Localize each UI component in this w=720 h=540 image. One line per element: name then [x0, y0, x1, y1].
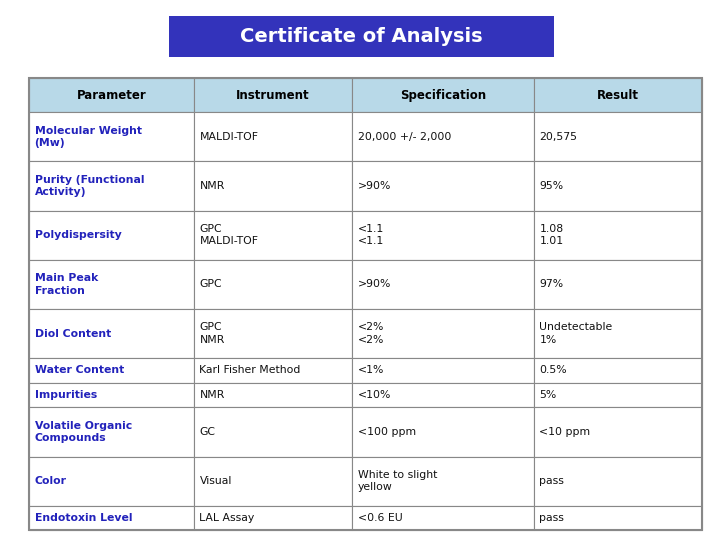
- FancyBboxPatch shape: [29, 358, 194, 383]
- Text: >90%: >90%: [358, 279, 391, 289]
- FancyBboxPatch shape: [29, 383, 194, 407]
- Text: Molecular Weight
(Mw): Molecular Weight (Mw): [35, 126, 142, 148]
- FancyBboxPatch shape: [352, 456, 534, 505]
- FancyBboxPatch shape: [29, 211, 194, 260]
- FancyBboxPatch shape: [352, 505, 534, 530]
- Text: GPC
MALDI-TOF: GPC MALDI-TOF: [199, 224, 258, 246]
- Text: GPC: GPC: [199, 279, 222, 289]
- Text: LAL Assay: LAL Assay: [199, 513, 255, 523]
- Text: <10 ppm: <10 ppm: [539, 427, 590, 437]
- Text: <0.6 EU: <0.6 EU: [358, 513, 402, 523]
- FancyBboxPatch shape: [194, 309, 352, 358]
- Text: Undetectable
1%: Undetectable 1%: [539, 322, 613, 345]
- Text: <2%
<2%: <2% <2%: [358, 322, 384, 345]
- Text: GC: GC: [199, 427, 215, 437]
- Text: Water Content: Water Content: [35, 366, 124, 375]
- Text: 20,000 +/- 2,000: 20,000 +/- 2,000: [358, 132, 451, 142]
- FancyBboxPatch shape: [194, 407, 352, 456]
- FancyBboxPatch shape: [352, 260, 534, 309]
- FancyBboxPatch shape: [352, 383, 534, 407]
- FancyBboxPatch shape: [534, 161, 702, 211]
- Text: Karl Fisher Method: Karl Fisher Method: [199, 366, 301, 375]
- Text: Specification: Specification: [400, 89, 486, 102]
- Text: 97%: 97%: [539, 279, 564, 289]
- Text: 1.08
1.01: 1.08 1.01: [539, 224, 564, 246]
- Text: White to slight
yellow: White to slight yellow: [358, 470, 437, 492]
- FancyBboxPatch shape: [29, 112, 194, 161]
- Text: Volatile Organic
Compounds: Volatile Organic Compounds: [35, 421, 132, 443]
- FancyBboxPatch shape: [194, 211, 352, 260]
- FancyBboxPatch shape: [352, 358, 534, 383]
- Text: 20,575: 20,575: [539, 132, 577, 142]
- FancyBboxPatch shape: [29, 407, 194, 456]
- Text: NMR: NMR: [199, 181, 225, 191]
- FancyBboxPatch shape: [534, 78, 702, 112]
- Text: NMR: NMR: [199, 390, 225, 400]
- FancyBboxPatch shape: [29, 78, 194, 112]
- FancyBboxPatch shape: [194, 505, 352, 530]
- FancyBboxPatch shape: [534, 112, 702, 161]
- Text: <1%: <1%: [358, 366, 384, 375]
- FancyBboxPatch shape: [29, 456, 194, 505]
- Text: Result: Result: [597, 89, 639, 102]
- Text: <1.1
<1.1: <1.1 <1.1: [358, 224, 384, 246]
- FancyBboxPatch shape: [29, 309, 194, 358]
- FancyBboxPatch shape: [352, 211, 534, 260]
- FancyBboxPatch shape: [194, 260, 352, 309]
- Text: <100 ppm: <100 ppm: [358, 427, 416, 437]
- Text: pass: pass: [539, 513, 564, 523]
- FancyBboxPatch shape: [29, 260, 194, 309]
- Text: Instrument: Instrument: [236, 89, 310, 102]
- FancyBboxPatch shape: [534, 358, 702, 383]
- FancyBboxPatch shape: [194, 383, 352, 407]
- Text: Endotoxin Level: Endotoxin Level: [35, 513, 132, 523]
- FancyBboxPatch shape: [534, 309, 702, 358]
- FancyBboxPatch shape: [29, 505, 194, 530]
- Text: GPC
NMR: GPC NMR: [199, 322, 225, 345]
- Text: 5%: 5%: [539, 390, 557, 400]
- FancyBboxPatch shape: [534, 505, 702, 530]
- FancyBboxPatch shape: [194, 112, 352, 161]
- FancyBboxPatch shape: [194, 358, 352, 383]
- Text: >90%: >90%: [358, 181, 391, 191]
- FancyBboxPatch shape: [534, 383, 702, 407]
- Text: Diol Content: Diol Content: [35, 328, 111, 339]
- FancyBboxPatch shape: [352, 161, 534, 211]
- Text: 0.5%: 0.5%: [539, 366, 567, 375]
- FancyBboxPatch shape: [194, 456, 352, 505]
- FancyBboxPatch shape: [29, 161, 194, 211]
- FancyBboxPatch shape: [169, 16, 554, 57]
- FancyBboxPatch shape: [194, 161, 352, 211]
- FancyBboxPatch shape: [194, 78, 352, 112]
- FancyBboxPatch shape: [352, 112, 534, 161]
- FancyBboxPatch shape: [352, 309, 534, 358]
- Text: 95%: 95%: [539, 181, 564, 191]
- FancyBboxPatch shape: [534, 407, 702, 456]
- Text: Color: Color: [35, 476, 66, 486]
- Text: Parameter: Parameter: [76, 89, 146, 102]
- Text: <10%: <10%: [358, 390, 391, 400]
- FancyBboxPatch shape: [534, 456, 702, 505]
- Text: pass: pass: [539, 476, 564, 486]
- Text: MALDI-TOF: MALDI-TOF: [199, 132, 258, 142]
- Text: Purity (Functional
Activity): Purity (Functional Activity): [35, 175, 144, 197]
- Text: Impurities: Impurities: [35, 390, 96, 400]
- Text: Certificate of Analysis: Certificate of Analysis: [240, 27, 483, 46]
- Text: Main Peak
Fraction: Main Peak Fraction: [35, 273, 98, 295]
- FancyBboxPatch shape: [534, 211, 702, 260]
- Text: Polydispersity: Polydispersity: [35, 230, 121, 240]
- FancyBboxPatch shape: [534, 260, 702, 309]
- FancyBboxPatch shape: [352, 78, 534, 112]
- Text: Visual: Visual: [199, 476, 232, 486]
- FancyBboxPatch shape: [352, 407, 534, 456]
